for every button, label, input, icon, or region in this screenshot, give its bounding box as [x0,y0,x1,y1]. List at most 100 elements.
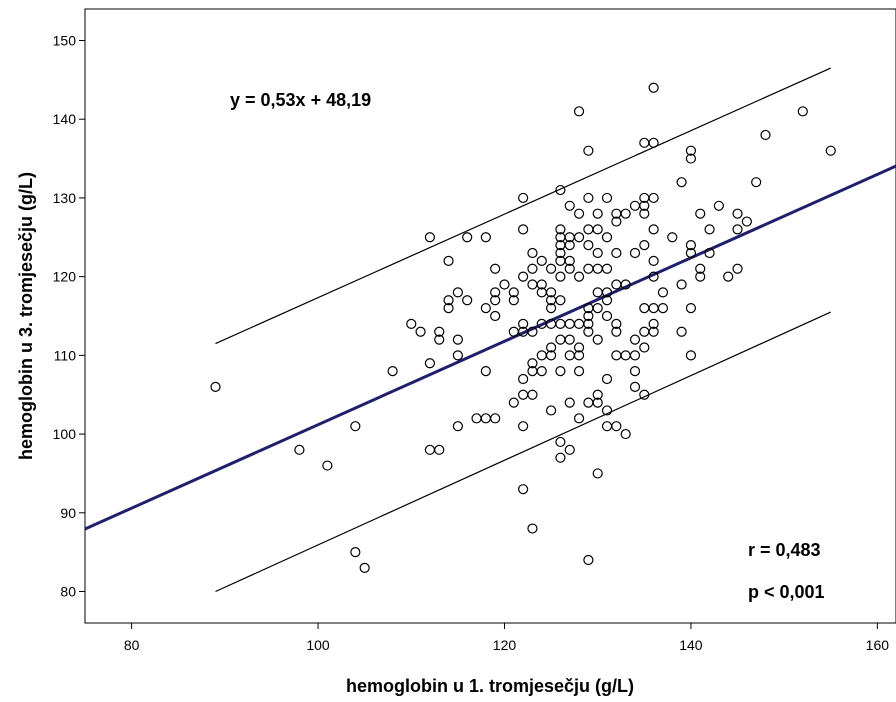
data-point [713,200,724,211]
data-point [527,523,538,534]
data-point [611,421,622,432]
data-point [564,444,575,455]
data-point [452,334,463,345]
equation-label: y = 0,53x + 48,19 [230,90,371,110]
data-point [592,303,603,314]
data-point [555,271,566,282]
data-point [518,421,529,432]
data-point [555,366,566,377]
x-axis-title: hemoglobin u 1. tromjesečju (g/L) [346,676,634,696]
data-point [639,342,650,353]
data-point [583,554,594,566]
data-point [564,263,575,274]
data-point [490,295,501,306]
data-point [685,145,697,156]
data-point [508,397,519,408]
x-tick-label: 80 [124,637,140,653]
data-point [639,200,650,211]
data-point [704,224,715,235]
y-axis-ticks: 80 90 100 110 120 130 140 150 [53,32,85,600]
data-point [629,350,641,361]
data-point [592,334,603,345]
data-point [490,413,501,424]
data-point [518,224,529,235]
data-point [518,373,529,385]
data-point [359,562,370,573]
data-point [592,397,603,408]
data-point [545,287,557,298]
data-point [676,279,687,290]
data-point [732,224,743,235]
data-point [657,287,669,298]
x-tick-label: 120 [493,637,517,653]
data-point [480,303,491,314]
data-point [555,295,566,306]
data-point [545,263,557,274]
data-point [611,326,622,337]
data-point [564,397,575,408]
data-point [601,263,613,274]
data-point [695,263,706,274]
data-point [490,287,501,298]
data-point [518,484,529,495]
data-point [629,247,641,259]
data-point [695,208,706,219]
data-point [620,279,631,290]
data-point [583,240,594,251]
data-point [545,342,557,353]
data-point [452,421,463,432]
data-point [573,350,585,361]
data-point [518,192,529,204]
data-point [723,271,734,282]
data-point [648,326,659,337]
data-point [685,240,697,251]
data-point [685,303,697,314]
data-point [601,405,613,416]
data-point [601,373,613,385]
data-point [573,232,585,243]
data-point [825,145,836,156]
data-point [583,145,594,156]
data-point [592,389,603,400]
data-point [648,137,659,148]
prediction-band [215,67,831,593]
data-point [322,460,333,471]
data-point [695,271,706,282]
data-point [387,366,398,377]
data-point [555,224,566,235]
x-axis-ticks: 80 100 120 140 160 [124,623,889,653]
data-point [611,318,622,329]
data-point [564,255,575,266]
data-point [424,358,436,369]
data-point [648,82,659,93]
data-point [462,232,473,243]
data-point [564,240,575,251]
data-point [545,303,557,314]
data-point [555,436,566,448]
data-point [639,240,650,251]
data-point [583,326,594,337]
p-value-label: p < 0,001 [748,582,825,602]
data-point [490,263,501,274]
lower-band-line [215,311,831,593]
data-point [536,255,547,266]
data-point [536,279,547,290]
data-point [620,428,631,440]
data-point [583,310,594,322]
data-point [583,318,594,329]
data-point [760,129,771,141]
data-point [639,389,650,400]
data-point [490,310,501,322]
data-point [350,421,361,432]
data-point [415,326,426,337]
data-point [601,310,613,322]
data-point [611,216,622,227]
data-point [434,444,445,455]
data-point [452,287,463,298]
data-point [406,318,417,329]
data-point [424,232,436,243]
data-point [564,200,575,211]
data-point [508,287,519,298]
data-point [294,444,305,455]
